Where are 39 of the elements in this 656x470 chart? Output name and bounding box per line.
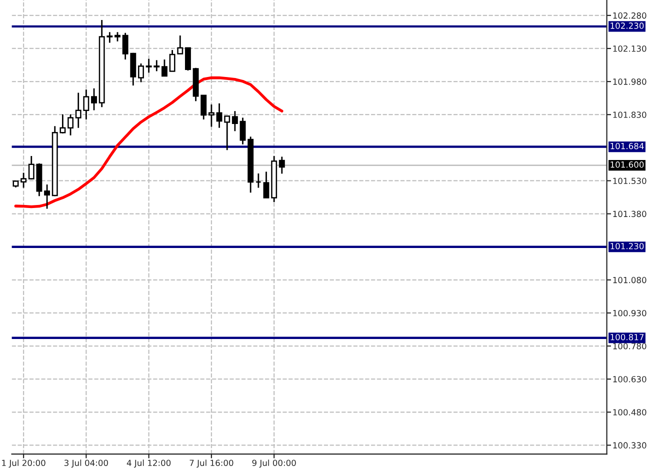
y-tick-label: 100.330 xyxy=(613,442,646,448)
candlestick xyxy=(114,31,120,42)
candlestick xyxy=(138,62,144,83)
x-tick-label: 1 Jul 20:00 xyxy=(2,460,46,468)
candlestick xyxy=(91,88,97,111)
y-tick-label: 100.630 xyxy=(613,376,646,382)
y-tick-label: 102.280 xyxy=(613,12,646,19)
x-tick-label: 9 Jul 00:00 xyxy=(252,460,296,468)
x-tick-label: 7 Jul 16:00 xyxy=(190,460,234,468)
candlestick xyxy=(255,172,262,188)
y-tick-label: 100.480 xyxy=(613,409,646,416)
x-tick-label: 3 Jul 04:00 xyxy=(64,460,108,468)
y-tick-label: 101.080 xyxy=(613,276,646,284)
candlestick xyxy=(216,102,222,129)
candlestick xyxy=(208,104,214,128)
candlestick xyxy=(224,115,230,151)
ref-line-label: 101.684 xyxy=(610,142,644,150)
x-tick-label: 4 Jul 12:00 xyxy=(126,460,171,468)
candlestick xyxy=(44,184,50,210)
candlestick xyxy=(278,156,285,174)
candlestick xyxy=(240,117,246,146)
candlestick xyxy=(20,172,27,188)
ref-line-label: 100.817 xyxy=(610,334,644,340)
y-tick-label: 101.980 xyxy=(613,78,646,85)
candlestick xyxy=(232,110,238,132)
ref-line-label: 101.230 xyxy=(610,242,644,250)
candlestick xyxy=(263,170,270,198)
line-series xyxy=(14,76,284,208)
ref-line-label: 101.600 xyxy=(610,161,644,168)
y-tick-label: 101.830 xyxy=(613,112,646,118)
y-tick-label: 101.380 xyxy=(613,210,646,218)
y-tick-label: 101.530 xyxy=(613,178,646,184)
candlestick xyxy=(161,58,168,77)
candlestick xyxy=(184,47,191,72)
ref-line-label: 102.230 xyxy=(610,22,644,29)
y-tick-label: 100.930 xyxy=(613,310,646,316)
y-tick-label: 102.130 xyxy=(613,45,646,52)
candlestick xyxy=(68,114,74,136)
y-tick-label: 100.780 xyxy=(613,343,646,350)
